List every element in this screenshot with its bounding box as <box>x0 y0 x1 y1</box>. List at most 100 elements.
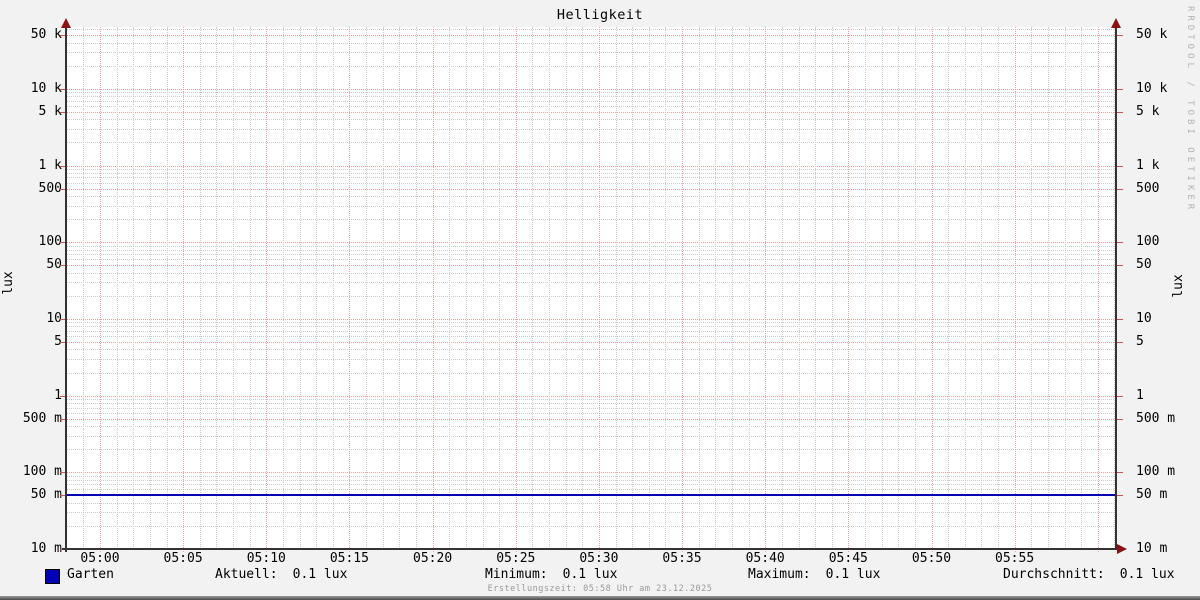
y-tick-label-left: 500 <box>38 180 62 196</box>
stat-aktuell: Aktuell: 0.1 lux <box>215 567 347 582</box>
grid-line-minor-h <box>67 105 1116 107</box>
grid-line-minor-v <box>1081 27 1083 549</box>
grid-line-minor-v <box>166 27 168 549</box>
y-axis-tick-left <box>60 242 66 244</box>
grid-line-minor-v <box>233 27 234 549</box>
y-tick-label-left: 50 m <box>30 487 62 503</box>
x-tick-label: 05:05 <box>163 551 203 566</box>
grid-line-minor-v <box>332 27 334 549</box>
grid-line-minor-h <box>67 403 1116 404</box>
y-tick-label-left: 500 m <box>22 410 62 426</box>
y-axis-tick-right <box>1117 495 1123 497</box>
y-tick-label-left: 1 <box>54 387 62 403</box>
grid-line-minor-h <box>67 282 1116 284</box>
y-axis-tick-left <box>60 35 66 37</box>
grid-line-major-h <box>67 165 1116 167</box>
grid-line-major-v <box>931 27 933 552</box>
grid-line-minor-v <box>282 27 284 549</box>
y-axis-tick-left <box>60 418 66 420</box>
y-axis-tick-left <box>60 88 66 90</box>
stat-durchschnitt-value: 0.1 lux <box>1119 567 1175 582</box>
grid-line-minor-h <box>67 142 1116 144</box>
stat-maximum-label: Maximum: <box>748 567 811 582</box>
grid-line-major-h <box>67 318 1116 320</box>
stat-minimum-label: Minimum: <box>485 567 548 582</box>
y-tick-label-right: 10 <box>1136 310 1152 326</box>
grid-line-major-h <box>67 35 1116 37</box>
grid-line-minor-v <box>815 27 817 549</box>
x-tick-label: 05:40 <box>745 551 785 566</box>
grid-line-minor-h <box>67 372 1116 374</box>
y-axis-unit-left: lux <box>1 271 16 295</box>
grid-line-major-h <box>67 472 1116 474</box>
x-tick-label: 05:55 <box>995 551 1035 566</box>
y-axis-right <box>1115 26 1117 549</box>
y-tick-label-left: 10 k <box>30 80 62 96</box>
grid-line-minor-v <box>465 27 467 549</box>
grid-line-major-v <box>100 27 101 552</box>
grid-line-minor-v <box>316 27 318 549</box>
x-tick-label: 05:10 <box>246 551 286 566</box>
grid-line-minor-v <box>914 27 916 549</box>
grid-line-minor-v <box>715 27 717 549</box>
y-axis-tick-right <box>1117 88 1123 90</box>
stat-aktuell-value: 0.1 lux <box>292 567 348 582</box>
grid-line-minor-h <box>67 119 1116 121</box>
grid-line-major-v <box>598 27 600 552</box>
grid-line-minor-v <box>615 27 617 549</box>
y-tick-label-left: 50 k <box>30 27 62 43</box>
grid-line-minor-h <box>67 245 1116 247</box>
y-axis-tick-left <box>60 265 66 267</box>
y-axis-tick-right <box>1117 472 1123 474</box>
grid-line-minor-h <box>67 475 1116 477</box>
grid-line-major-v <box>848 27 850 552</box>
grid-line-minor-v <box>532 27 534 549</box>
y-axis-tick-right <box>1117 318 1123 320</box>
grid-line-minor-v <box>116 27 118 549</box>
grid-line-minor-v <box>83 27 85 549</box>
grid-line-minor-v <box>499 27 501 549</box>
grid-line-minor-h <box>67 196 1116 197</box>
grid-line-major-h <box>67 265 1116 267</box>
grid-line-minor-v <box>998 27 999 549</box>
grid-line-minor-v <box>1064 27 1066 549</box>
y-tick-label-right: 50 <box>1136 257 1152 273</box>
grid-line-minor-v <box>249 27 251 549</box>
grid-line-major-v <box>266 27 268 552</box>
y-axis-tick-left <box>60 495 66 497</box>
x-tick-label: 05:00 <box>80 551 120 566</box>
y-axis-arrow-right-icon <box>1111 18 1121 28</box>
grid-line-minor-h <box>67 412 1116 414</box>
y-axis-arrow-left-icon <box>61 18 71 28</box>
y-axis-tick-right <box>1117 418 1123 420</box>
grid-line-minor-h <box>67 322 1116 324</box>
x-tick-label: 05:25 <box>496 551 536 566</box>
x-axis <box>62 548 1118 550</box>
grid-line-minor-v <box>781 27 783 549</box>
grid-line-minor-v <box>366 27 368 549</box>
grid-line-minor-v <box>632 27 634 549</box>
grid-line-minor-h <box>67 335 1116 337</box>
grid-line-minor-v <box>698 27 700 549</box>
grid-line-minor-v <box>1114 27 1116 549</box>
y-tick-label-left: 5 <box>54 334 62 349</box>
creation-time-text: Erstellungszeit: 05:58 Uhr am 23.12.2025 <box>487 584 713 594</box>
grid-line-major-v <box>1014 27 1016 552</box>
grid-line-minor-v <box>798 27 800 549</box>
y-tick-label-right: 500 <box>1136 180 1160 196</box>
grid-line-minor-h <box>67 177 1116 179</box>
grid-line-minor-h <box>67 502 1116 504</box>
grid-line-minor-h <box>67 205 1116 207</box>
x-tick-label: 05:15 <box>329 551 369 566</box>
x-tick-label: 05:35 <box>662 551 702 566</box>
grid-line-minor-v <box>565 27 567 549</box>
grid-line-minor-v <box>865 27 866 549</box>
grid-line-major-h <box>67 188 1116 190</box>
grid-line-minor-h <box>67 249 1116 251</box>
grid-line-minor-v <box>382 27 384 549</box>
grid-line-minor-h <box>67 449 1116 451</box>
x-tick-label: 05:50 <box>911 551 952 566</box>
grid-line-minor-v <box>299 27 301 549</box>
grid-line-minor-v <box>399 27 401 549</box>
y-tick-label-right: 100 m <box>1136 464 1176 480</box>
